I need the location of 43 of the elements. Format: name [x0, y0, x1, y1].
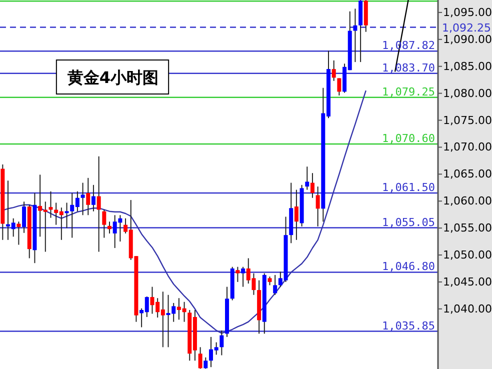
candlestick	[48, 190, 53, 218]
y-tick-label: 1,085.00	[443, 60, 492, 73]
y-tick-label: 1,065.00	[443, 168, 492, 181]
y-tick-label: 1,040.00	[443, 302, 492, 316]
candlestick	[310, 172, 314, 198]
y-tick-label: 1,075.00	[443, 114, 492, 127]
y-tick-label: 1,090.00	[443, 32, 492, 46]
candlestick	[204, 356, 208, 369]
candlestick	[102, 209, 106, 238]
candlestick	[108, 221, 112, 234]
candlestick	[353, 8, 358, 63]
y-tick-label: 1,055.00	[443, 222, 492, 235]
ref-line-label: 1,079.25	[382, 85, 435, 98]
ref-line-label: 1,092.25	[442, 21, 491, 34]
candlestick	[16, 221, 21, 246]
candlestick	[332, 60, 336, 82]
candlestick	[80, 182, 85, 216]
candlestick	[96, 156, 101, 252]
y-tick-label: 1,045.00	[443, 275, 492, 288]
y-tick-label: 1,070.00	[443, 140, 492, 154]
candlestick	[91, 184, 96, 212]
line-series	[2, 90, 366, 334]
title: 黄金4小时图	[56, 60, 170, 94]
y-tick-label: 1,050.00	[443, 248, 492, 262]
ref-line-label: 1,046.80	[382, 260, 435, 274]
candlestick	[294, 189, 298, 240]
candlestick	[220, 330, 224, 356]
y-tick-label: 1,060.00	[443, 194, 492, 208]
candlestick	[236, 266, 240, 282]
candlestick	[305, 166, 310, 190]
ref-line-label: 1,070.60	[382, 132, 435, 145]
y-tick-label: 1,095.00	[443, 6, 492, 19]
candlestick	[337, 78, 342, 96]
ref-line-label: 1,061.50	[382, 181, 435, 194]
ref-line-label: 1,035.85	[382, 319, 435, 332]
candlestick	[241, 266, 246, 288]
candlestick	[22, 201, 26, 234]
candlestick	[316, 186, 320, 227]
ref-line-label: 1,055.05	[382, 216, 435, 229]
candlestick	[86, 177, 90, 216]
candlestick	[198, 346, 202, 369]
y-tick-label: 1,080.00	[443, 86, 492, 100]
candlestick	[273, 274, 278, 296]
